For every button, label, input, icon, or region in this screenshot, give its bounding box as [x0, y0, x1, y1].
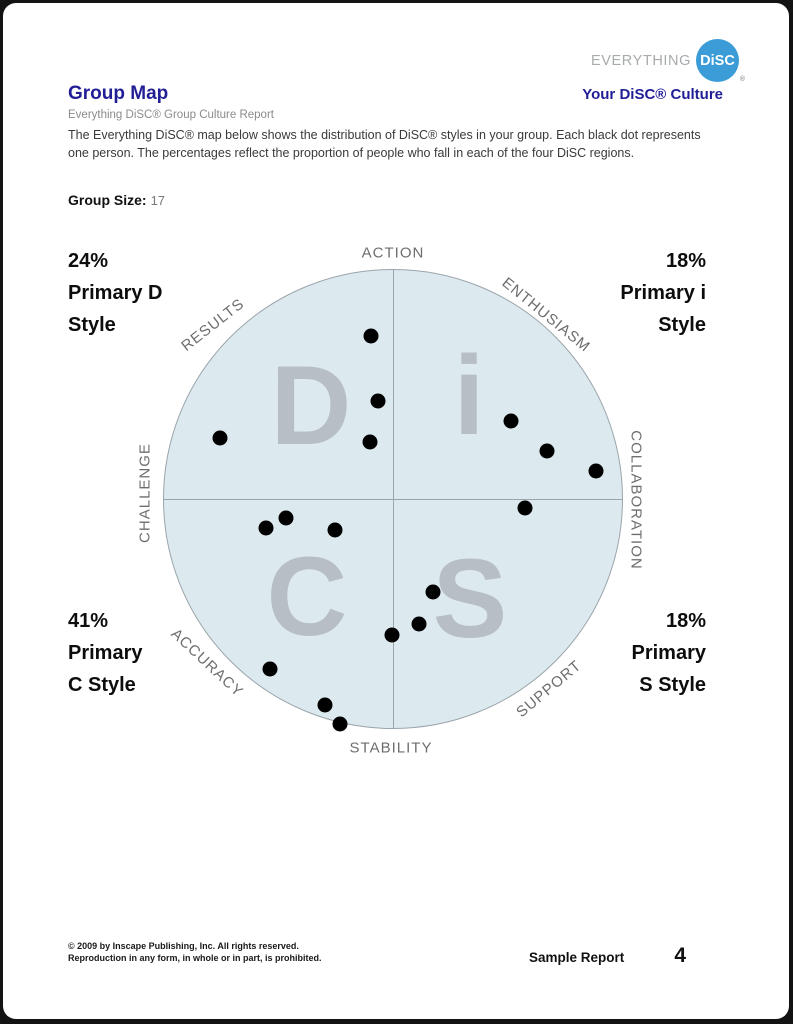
quadrant-letter-S: S — [432, 535, 508, 661]
stat-primary-d: 24% Primary D Style — [68, 245, 163, 341]
stat-percent: 41% — [68, 610, 109, 632]
stat-percent: 24% — [68, 250, 109, 272]
page-title: Group Map — [68, 83, 169, 104]
stat-label-line: C Style — [68, 674, 136, 696]
page-number: 4 — [674, 944, 686, 967]
quadrant-letter-D: D — [270, 342, 352, 468]
edge-label-collaboration: COLLABORATION — [627, 430, 645, 570]
stat-primary-i: 18% Primary i Style — [620, 245, 706, 341]
stat-label-line: Primary — [631, 642, 707, 664]
group-size: Group Size: 17 — [68, 192, 165, 208]
disc-logo-circle-icon: DiSC ® — [696, 39, 745, 83]
group-size-label: Group Size: — [68, 192, 147, 208]
edge-label-action: ACTION — [361, 244, 425, 262]
report-name: Sample Report — [529, 950, 625, 965]
stat-primary-s: 18% Primary S Style — [632, 605, 707, 701]
stat-primary-c: 41% Primary C Style — [68, 605, 143, 701]
stat-label-line: S Style — [639, 674, 706, 696]
copyright-line: © 2009 by Inscape Publishing, Inc. All r… — [68, 941, 299, 951]
logo-everything-text: EVERYTHING — [590, 52, 691, 69]
edge-label-stability: STABILITY — [349, 739, 433, 757]
horizontal-axis-line — [164, 499, 622, 500]
stat-label-line: Primary D — [68, 282, 163, 304]
everything-disc-logo: EVERYTHING DiSC ® — [590, 39, 745, 83]
stat-percent: 18% — [665, 250, 706, 272]
report-section-title: Your DiSC® Culture — [582, 86, 723, 103]
group-size-value: 17 — [150, 193, 166, 208]
copyright-notice: © 2009 by Inscape Publishing, Inc. All r… — [68, 940, 322, 964]
stat-label-line: Style — [68, 314, 116, 336]
page-subtitle: Everything DiSC® Group Culture Report — [68, 109, 274, 121]
stat-label-line: Style — [658, 314, 706, 336]
registered-trademark-mark: ® — [739, 76, 745, 83]
intro-paragraph: The Everything DiSC® map below shows the… — [68, 128, 701, 160]
stat-label-line: Primary i — [620, 282, 706, 304]
stat-label-line: Primary — [68, 642, 143, 664]
stat-percent: 18% — [665, 610, 706, 632]
report-page: EVERYTHING DiSC ® Group Map Everything D… — [3, 3, 789, 1019]
disc-logo-text: DiSC — [700, 52, 735, 69]
quadrant-letter-i: i — [453, 332, 485, 458]
disc-map-circle: D i C S — [163, 269, 623, 729]
quadrant-letter-C: C — [266, 533, 348, 659]
footer-right: Sample Report 4 — [529, 944, 686, 968]
edge-label-challenge: CHALLENGE — [136, 443, 154, 543]
copyright-line: Reproduction in any form, in whole or in… — [68, 953, 322, 963]
